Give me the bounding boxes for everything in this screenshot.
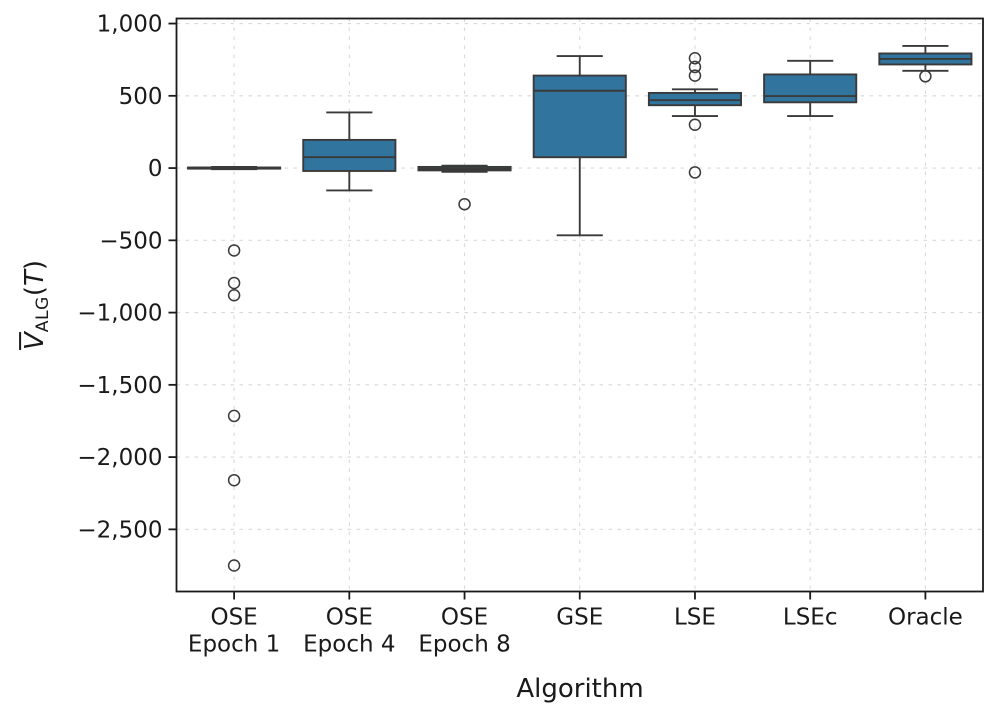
- outlier-marker: [227, 288, 241, 302]
- x-tick-label: OSE Epoch 4: [303, 605, 395, 658]
- outlier-marker: [227, 559, 241, 572]
- outlier-marker: [227, 409, 241, 423]
- x-tick-label: OSE Epoch 8: [418, 605, 510, 658]
- x-tick-label: OSE Epoch 1: [188, 605, 280, 658]
- x-tick-label: LSEc: [783, 605, 838, 631]
- outlier-marker: [688, 51, 702, 65]
- outlier-marker: [688, 69, 702, 82]
- y-tick-label: 500: [119, 84, 163, 110]
- x-tick-label: LSE: [674, 605, 716, 631]
- y-tick-label: 0: [148, 156, 163, 182]
- outlier-marker: [227, 276, 241, 290]
- ylabel-open-paren: (: [20, 286, 51, 297]
- box-lsec: [763, 73, 858, 104]
- outlier-marker: [688, 60, 702, 74]
- x-axis-label: Algorithm: [516, 674, 644, 704]
- outlier-marker: [688, 166, 702, 179]
- y-tick-label: −2,000: [77, 445, 162, 471]
- outlier-marker: [919, 70, 932, 83]
- ylabel-argument: T: [20, 270, 51, 286]
- outlier-marker: [227, 244, 241, 257]
- outlier-marker: [227, 473, 241, 487]
- ylabel-close-paren: ): [20, 259, 51, 271]
- outlier-marker: [688, 118, 702, 131]
- box-ose-epoch-4: [302, 138, 397, 172]
- ylabel-variable: V: [19, 332, 51, 351]
- y-axis-label: VALG(T): [19, 259, 53, 351]
- y-tick-label: −2,500: [77, 517, 162, 543]
- y-tick-label: −500: [99, 228, 162, 254]
- y-tick-label: −1,000: [77, 301, 162, 327]
- box-lse: [647, 91, 743, 107]
- x-tick-label: Oracle: [888, 605, 963, 631]
- y-tick-label: −1,500: [77, 373, 162, 399]
- x-tick-label: GSE: [556, 605, 603, 631]
- ylabel-subscript: ALG: [32, 296, 53, 333]
- y-tick-label: 1,000: [97, 12, 163, 38]
- box-gse: [532, 74, 627, 159]
- outlier-marker: [458, 197, 471, 211]
